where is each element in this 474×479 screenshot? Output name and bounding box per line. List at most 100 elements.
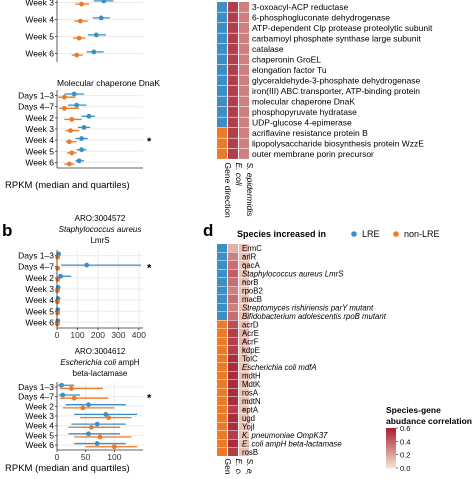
heat-cell	[239, 414, 249, 422]
heat-cell	[228, 286, 238, 295]
direction-cell	[217, 422, 227, 431]
gene-label: catalase	[252, 44, 284, 54]
point-non-lre	[66, 161, 72, 167]
direction-cell	[217, 439, 227, 448]
gene-label: ATP-dependent Clp protease proteolytic s…	[252, 23, 433, 33]
point-lre	[94, 441, 100, 446]
category-label: Week 3	[25, 124, 54, 134]
direction-cell	[217, 33, 227, 44]
heat-cell	[228, 278, 238, 286]
category-label: Week 3	[25, 411, 54, 421]
gene-label: TolC	[242, 355, 258, 364]
point-non-lre	[68, 128, 73, 134]
direction-cell	[217, 431, 227, 439]
heat-cell	[228, 86, 238, 96]
x-tick-label: 300	[111, 330, 125, 340]
point-lre	[71, 91, 77, 97]
x-tick-label: 100	[70, 330, 84, 340]
point-non-lre	[55, 310, 61, 316]
category-label: Week 6	[25, 157, 54, 167]
category-label: Week 4	[25, 15, 54, 25]
direction-cell	[217, 107, 227, 117]
heat-cell	[228, 388, 238, 397]
colorbar-segment	[386, 432, 396, 435]
heat-cell	[228, 128, 238, 138]
gene-label: acrD	[242, 321, 259, 330]
colorbar-segment	[386, 430, 396, 433]
colorbar-segment	[386, 448, 396, 451]
column-label-sepidermidis-2: S. epide	[245, 459, 255, 475]
category-label: Days 1–3	[18, 382, 54, 392]
heat-cell	[239, 303, 249, 312]
heat-cell	[228, 448, 238, 456]
heat-cell	[228, 261, 238, 269]
category-label: Days 1–3	[18, 251, 54, 261]
heat-cell	[228, 380, 238, 388]
direction-cell	[217, 149, 227, 159]
point-lre	[74, 102, 80, 108]
direction-cell	[217, 397, 227, 405]
category-label: Week 4	[25, 135, 54, 145]
significance-marker: *	[243, 340, 246, 347]
heat-cell	[228, 329, 238, 337]
colorbar-title-2: abudance correlation	[386, 416, 472, 426]
colorbar-tick-label: 0.2	[400, 451, 410, 460]
point-non-lre	[106, 415, 111, 420]
point-non-lre	[68, 386, 74, 391]
legend-title: Species increased in	[237, 229, 326, 239]
colorbar-segment	[386, 436, 396, 439]
heat-cell	[228, 371, 238, 380]
direction-cell	[217, 65, 227, 75]
heat-cell	[239, 295, 249, 303]
colorbar-segment	[386, 444, 396, 447]
heat-cell	[228, 414, 238, 422]
heat-cell	[239, 149, 249, 159]
category-label: Week 5	[25, 306, 54, 316]
colorbar-segment	[386, 440, 396, 443]
point-lre	[84, 262, 90, 268]
panel-b-aro-id-2: ARO:3004612	[75, 347, 126, 356]
point-lre	[103, 412, 109, 417]
colorbar-segment	[386, 464, 396, 467]
heat-cell	[239, 422, 249, 431]
category-label: Week 5	[25, 430, 54, 440]
heat-cell	[228, 117, 238, 128]
heat-cell	[239, 117, 249, 128]
point-lre	[86, 402, 91, 408]
heat-cell	[239, 252, 249, 261]
heat-cell	[228, 363, 238, 371]
heat-cell	[228, 303, 238, 312]
point-lre	[101, 0, 107, 4]
direction-cell	[217, 23, 227, 33]
colorbar-segment	[386, 456, 396, 459]
category-label: Week 3	[25, 284, 54, 294]
point-lre	[81, 125, 87, 130]
heat-cell	[228, 138, 238, 149]
gene-label: K. pneumoniae OmpK37	[242, 431, 328, 440]
colorbar-segment	[386, 450, 396, 453]
gene-label: qacA	[242, 261, 261, 270]
category-label: Week 3	[25, 0, 54, 8]
gene-label: arlR	[242, 253, 257, 262]
heat-cell	[228, 422, 238, 431]
category-label: Week 2	[25, 401, 54, 411]
panel-b-species-2: Escherichia coli ampH	[60, 358, 139, 367]
gene-label: 6-phosphogluconate dehydrogenase	[252, 13, 390, 23]
category-label: Week 6	[25, 317, 54, 327]
direction-cell	[217, 380, 227, 388]
direction-cell	[217, 12, 227, 23]
heat-cell	[239, 354, 249, 363]
heat-cell	[239, 312, 249, 320]
point-non-lre	[74, 52, 80, 58]
heat-cell	[239, 75, 249, 86]
category-label: Days 4–7	[18, 392, 54, 402]
category-label: Week 2	[25, 273, 54, 283]
heat-cell	[239, 33, 249, 44]
point-non-lre	[69, 117, 75, 122]
gene-label: MdtK	[242, 380, 261, 389]
gene-label: E. coli ampH beta-lactamase	[242, 440, 342, 449]
category-label: Week 2	[25, 113, 54, 123]
point-non-lre	[55, 265, 61, 271]
heat-cell	[228, 44, 238, 54]
